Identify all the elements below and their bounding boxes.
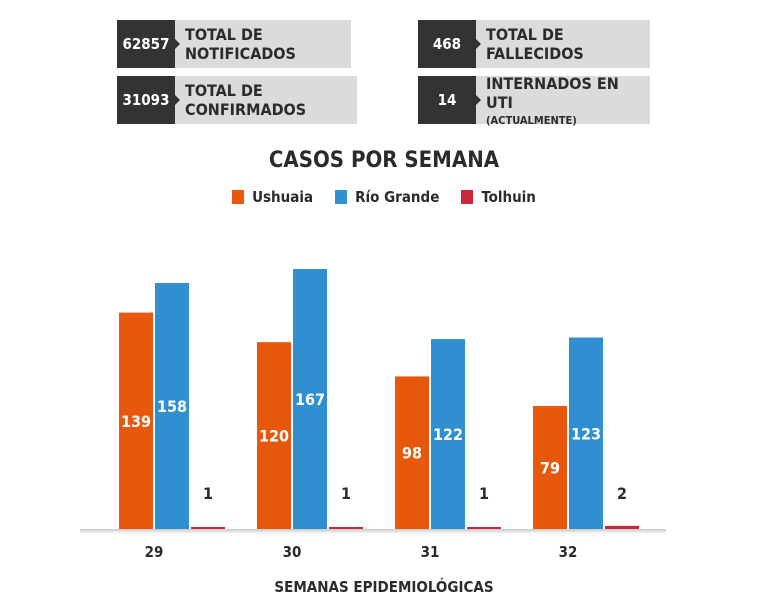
- data-label: 1: [479, 484, 489, 503]
- bar-tolhuin-30: [329, 527, 363, 529]
- x-tick-label: 31: [421, 543, 440, 561]
- legend-swatch: [232, 190, 245, 204]
- legend-swatch: [461, 190, 474, 204]
- data-label: 98: [402, 444, 422, 463]
- legend-item-ushuaia: Ushuaia: [232, 188, 313, 206]
- bar-tolhuin-31: [467, 527, 501, 529]
- stat-sublabel: (ACTUALMENTE): [486, 113, 577, 127]
- stat-confirmados: 31093 TOTAL DE CONFIRMADOS: [117, 76, 357, 124]
- stat-label: TOTAL DE FALLECIDOS: [476, 20, 650, 68]
- stat-label: INTERNADOS EN UTI (ACTUALMENTE): [476, 74, 650, 127]
- x-tick-label: 29: [145, 543, 164, 561]
- stat-value: 62857: [117, 20, 175, 68]
- legend-label: Ushuaia: [252, 188, 314, 206]
- stat-value: 14: [418, 76, 476, 124]
- data-label: 120: [259, 427, 289, 446]
- x-tick-label: 30: [283, 543, 302, 561]
- stat-internados-uti: 14 INTERNADOS EN UTI (ACTUALMENTE): [418, 74, 650, 127]
- legend-label: Tolhuin: [481, 188, 536, 206]
- stat-label: TOTAL DE NOTIFICADOS: [175, 20, 351, 68]
- stat-value: 468: [418, 20, 476, 68]
- bar-ushuaia-31: [395, 376, 429, 529]
- data-label: 1: [341, 484, 351, 503]
- x-axis-baseline: [80, 529, 666, 534]
- stat-label: TOTAL DE CONFIRMADOS: [175, 76, 357, 124]
- stat-value: 31093: [117, 76, 175, 124]
- legend-item-tolhuin: Tolhuin: [461, 188, 536, 206]
- legend-item-rio-grande: Río Grande: [335, 188, 439, 206]
- bar-ro-grande-29: [155, 283, 189, 529]
- data-label: 139: [121, 412, 151, 431]
- bar-tolhuin-29: [191, 527, 225, 529]
- data-label: 167: [295, 390, 325, 409]
- bar-ro-grande-30: [293, 269, 327, 529]
- bar-ushuaia-29: [119, 312, 153, 529]
- data-label: 1: [203, 484, 213, 503]
- data-label: 158: [157, 397, 187, 416]
- x-tick-label: 32: [559, 543, 578, 561]
- data-label: 2: [617, 484, 627, 503]
- legend: Ushuaia Río Grande Tolhuin: [0, 188, 768, 206]
- stat-notificados: 62857 TOTAL DE NOTIFICADOS: [117, 20, 351, 68]
- legend-swatch: [335, 190, 348, 204]
- bar-ushuaia-30: [257, 342, 291, 529]
- bar-ro-grande-32: [569, 337, 603, 529]
- bar-ushuaia-32: [533, 406, 567, 529]
- data-label: 123: [571, 424, 601, 443]
- data-label: 79: [540, 459, 560, 478]
- bar-ro-grande-31: [431, 339, 465, 529]
- x-axis-title: SEMANAS EPIDEMIOLÓGICAS: [274, 578, 494, 596]
- data-label: 122: [433, 425, 463, 444]
- bar-tolhuin-32: [605, 525, 639, 529]
- legend-label: Río Grande: [355, 188, 440, 206]
- chart-title: CASOS POR SEMANA: [268, 148, 500, 173]
- stat-fallecidos: 468 TOTAL DE FALLECIDOS: [418, 20, 650, 68]
